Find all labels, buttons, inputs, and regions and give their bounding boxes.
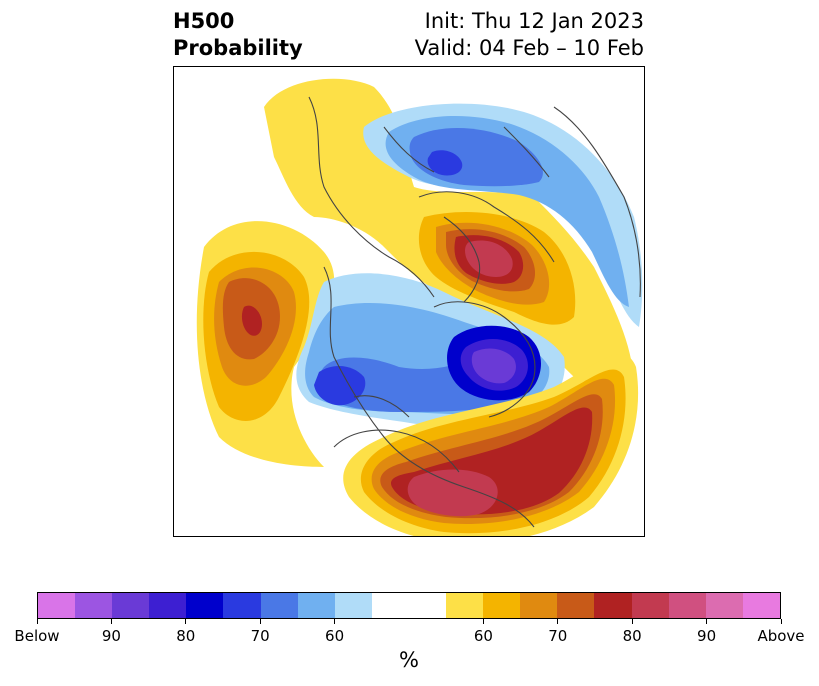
- colorbar-tick: [36, 619, 38, 624]
- anomaly-europe-pink: [465, 240, 513, 277]
- map-title: H500 Probability: [173, 8, 303, 62]
- valid-date: Valid: 04 Feb – 10 Feb: [414, 36, 644, 60]
- init-date: Init: Thu 12 Jan 2023: [424, 9, 644, 33]
- colorbar-segment: [186, 593, 224, 618]
- colorbar-segment: [112, 593, 150, 618]
- colorbar-segment: [297, 593, 335, 618]
- colorbar-tick-label: 60: [473, 627, 493, 645]
- anomaly-greenland-violet: [471, 348, 516, 384]
- colorbar-tick-label: Above: [757, 627, 805, 645]
- colorbar-tick: [780, 619, 782, 624]
- colorbar-tick: [482, 619, 484, 624]
- colorbar-ticks: Below 90 80 70 60 60 70 80 90 Above: [0, 619, 819, 649]
- colorbar-tick-label: 80: [622, 627, 642, 645]
- colorbar-segment: [668, 593, 706, 618]
- anomaly-pacific-red: [241, 305, 262, 336]
- colorbar-unit: %: [399, 648, 419, 672]
- map-svg: [196, 78, 643, 536]
- anomaly-asia-darkblue: [427, 150, 463, 176]
- colorbar-segment: [594, 593, 632, 618]
- colorbar-segment: [149, 593, 187, 618]
- colorbar-segment: [38, 593, 76, 618]
- colorbar-segment: [446, 593, 484, 618]
- colorbar-segment: [223, 593, 261, 618]
- colorbar-tick: [110, 619, 112, 624]
- colorbar-segment: [520, 593, 558, 618]
- colorbar-segment: [483, 593, 521, 618]
- colorbar-segment: [371, 593, 447, 618]
- coastlines: [308, 96, 641, 528]
- title-line1: H500: [173, 9, 235, 33]
- colorbar: [37, 592, 781, 619]
- colorbar-tick: [557, 619, 559, 624]
- colorbar-tick-label: Below: [14, 627, 60, 645]
- anomaly-na-darkblue: [314, 365, 366, 406]
- colorbar-segment: [334, 593, 372, 618]
- colorbar-tick-label: 70: [250, 627, 270, 645]
- anomaly-eastus-pink: [407, 469, 498, 517]
- colorbar-tick: [185, 619, 187, 624]
- colorbar-tick: [334, 619, 336, 624]
- colorbar-tick-label: 60: [325, 627, 345, 645]
- colorbar-tick-label: 90: [697, 627, 717, 645]
- colorbar-segment: [705, 593, 743, 618]
- colorbar-segment: [631, 593, 669, 618]
- colorbar-segment: [260, 593, 298, 618]
- title-line2: Probability: [173, 36, 303, 60]
- colorbar-tick-label: 80: [176, 627, 196, 645]
- probability-map: [173, 66, 645, 537]
- colorbar-tick-label: 90: [101, 627, 121, 645]
- colorbar-segment: [75, 593, 113, 618]
- colorbar-tick-label: 70: [548, 627, 568, 645]
- map-dates: Init: Thu 12 Jan 2023 Valid: 04 Feb – 10…: [415, 8, 644, 62]
- colorbar-segment: [742, 593, 780, 618]
- colorbar-tick: [706, 619, 708, 624]
- colorbar-segment: [557, 593, 595, 618]
- colorbar-tick: [631, 619, 633, 624]
- colorbar-tick: [259, 619, 261, 624]
